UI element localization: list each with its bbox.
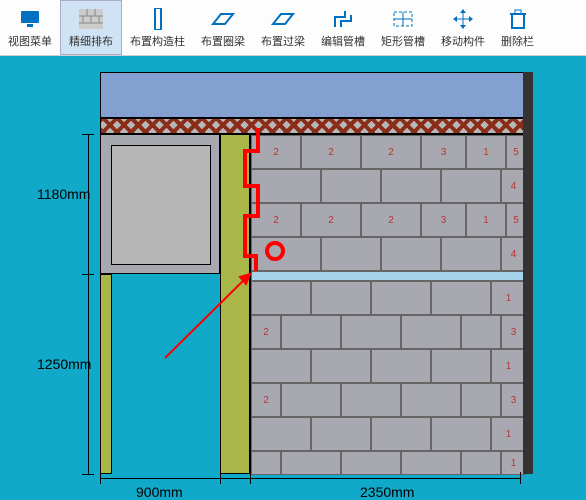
monitor-icon xyxy=(18,7,42,31)
move-comp-button[interactable]: 移动构件 xyxy=(433,0,493,55)
toolbar: 视图菜单 精细排布 布置构造柱布置圈梁布置过梁编辑管槽矩形管槽移动构件删除栏 xyxy=(0,0,586,56)
drawing-canvas[interactable]: 2223154222315412312311 1180mm 1250mm 900… xyxy=(0,56,586,500)
delete-icon xyxy=(506,7,530,31)
annotation-overlay xyxy=(0,56,586,500)
groove-icon xyxy=(331,7,355,31)
tool-label: 删除栏 xyxy=(501,33,534,49)
beam-lintel-icon xyxy=(271,7,295,31)
lintel-button[interactable]: 布置过梁 xyxy=(253,0,313,55)
tool-label: 布置构造柱 xyxy=(130,33,185,49)
delete-button[interactable]: 删除栏 xyxy=(493,0,542,55)
tool-label: 矩形管槽 xyxy=(381,33,425,49)
move-icon xyxy=(451,7,475,31)
tool-label: 布置过梁 xyxy=(261,33,305,49)
rect-groove-button[interactable]: 矩形管槽 xyxy=(373,0,433,55)
tool-label: 精细排布 xyxy=(69,33,113,49)
tool-label: 编辑管槽 xyxy=(321,33,365,49)
tool-label: 布置圈梁 xyxy=(201,33,245,49)
column-icon xyxy=(146,7,170,31)
tool-label: 移动构件 xyxy=(441,33,485,49)
ring-beam-button[interactable]: 布置圈梁 xyxy=(193,0,253,55)
rect-groove-icon xyxy=(391,7,415,31)
fine-layout-button[interactable]: 精细排布 xyxy=(60,0,122,55)
construct-col-button[interactable]: 布置构造柱 xyxy=(122,0,193,55)
tool-label: 视图菜单 xyxy=(8,33,52,49)
beam-ring-icon xyxy=(211,7,235,31)
edit-groove-button[interactable]: 编辑管槽 xyxy=(313,0,373,55)
brick-wall-icon xyxy=(79,7,103,31)
view-menu-button[interactable]: 视图菜单 xyxy=(0,0,60,55)
